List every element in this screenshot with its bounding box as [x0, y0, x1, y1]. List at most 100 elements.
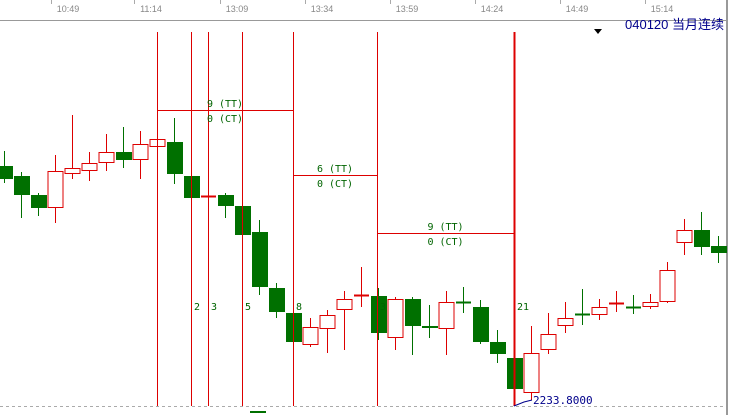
candle-body	[694, 230, 710, 247]
candle	[523, 326, 540, 400]
candle-body	[540, 334, 557, 350]
candle	[0, 151, 13, 183]
candle-body	[116, 152, 132, 160]
candle-body	[591, 307, 608, 315]
time-tick-mark	[51, 0, 52, 4]
candle-body	[14, 176, 30, 195]
candle-body	[47, 171, 64, 208]
candle-body	[0, 166, 13, 179]
candle-body	[473, 307, 489, 342]
candle	[711, 236, 727, 263]
time-tick-mark	[305, 0, 306, 4]
count-label: 3	[211, 302, 217, 313]
chart-right-border	[726, 0, 728, 415]
count-label: 5	[245, 302, 251, 313]
low-price-label: 2233.8000	[533, 394, 593, 407]
candle	[490, 330, 506, 363]
count-label: 2	[194, 302, 200, 313]
candle	[659, 262, 676, 303]
candle	[694, 212, 710, 255]
candle-body	[523, 353, 540, 393]
candle-body	[336, 299, 353, 310]
time-tick-label: 13:09	[225, 4, 249, 14]
candle-body	[642, 302, 659, 307]
candle	[540, 313, 557, 354]
time-tick-mark	[560, 0, 561, 4]
candle	[438, 291, 455, 355]
time-tick-mark	[134, 0, 135, 4]
candle-body	[64, 168, 81, 174]
time-axis: 10:49 11:14 13:09 13:34 13:59 14:24 14:49 15:14	[0, 0, 727, 21]
time-tick-mark	[390, 0, 391, 4]
candle	[64, 115, 81, 179]
time-tick-mark	[475, 0, 476, 4]
ct-label: 0 (CT)	[317, 179, 353, 190]
candle	[422, 305, 438, 338]
time-tick-label: 13:34	[310, 4, 334, 14]
candle-body	[81, 163, 98, 171]
candle	[354, 267, 369, 307]
candle	[575, 289, 590, 325]
candle-body	[387, 299, 404, 338]
triangle-down-icon[interactable]	[594, 29, 602, 34]
time-tick-mark	[645, 0, 646, 4]
candle-body	[269, 288, 285, 312]
candle	[14, 172, 30, 218]
tt-label: 9 (TT)	[427, 222, 463, 233]
candle-body	[422, 326, 438, 328]
symbol-label: 040120 当月连续	[625, 17, 724, 32]
candle	[371, 288, 387, 340]
candle	[116, 127, 132, 168]
count-label: 3	[380, 302, 386, 313]
candle	[319, 310, 336, 353]
candle	[626, 295, 641, 314]
candle-body	[31, 195, 47, 208]
ct-label: 0 (CT)	[207, 114, 243, 125]
candle	[31, 193, 47, 216]
time-tick-label: 13:59	[395, 4, 419, 14]
scroll-marker	[250, 411, 266, 413]
candle	[269, 283, 285, 318]
candle-body	[490, 342, 506, 354]
candle	[387, 297, 404, 350]
candle	[405, 297, 421, 355]
time-tick-label: 11:14	[140, 4, 162, 14]
candle	[132, 131, 149, 179]
low-marker-line	[513, 399, 533, 407]
time-tick-label: 14:49	[565, 4, 589, 14]
candle	[98, 134, 115, 171]
candle-body	[557, 318, 574, 326]
candle	[456, 287, 471, 313]
candle-body	[132, 144, 149, 160]
candle	[336, 291, 353, 350]
candle	[302, 318, 319, 347]
candle	[81, 152, 98, 181]
candle-body	[98, 152, 115, 163]
candle-body	[405, 299, 421, 326]
candle	[218, 193, 234, 218]
candle	[676, 219, 693, 255]
time-tick-label: 10:49	[56, 4, 80, 14]
candle	[252, 220, 268, 295]
candle-body	[438, 302, 455, 329]
candle-body	[371, 296, 387, 333]
candle-body	[711, 246, 727, 253]
count-label: 21	[517, 302, 529, 313]
candle	[47, 155, 64, 223]
candle-body	[252, 232, 268, 287]
candle	[642, 294, 659, 309]
time-tick-label: 14:24	[480, 4, 504, 14]
ct-label: 0 (CT)	[427, 237, 463, 248]
candle-body	[676, 230, 693, 243]
candle-body	[319, 315, 336, 329]
candle-body	[659, 270, 676, 302]
tt-label: 9 (TT)	[207, 99, 243, 110]
candle	[473, 300, 489, 344]
candle	[167, 118, 183, 184]
time-tick-mark	[220, 0, 221, 4]
candle	[557, 302, 574, 333]
candle	[591, 299, 608, 320]
candle-body	[167, 142, 183, 174]
tt-label: 6 (TT)	[317, 164, 353, 175]
